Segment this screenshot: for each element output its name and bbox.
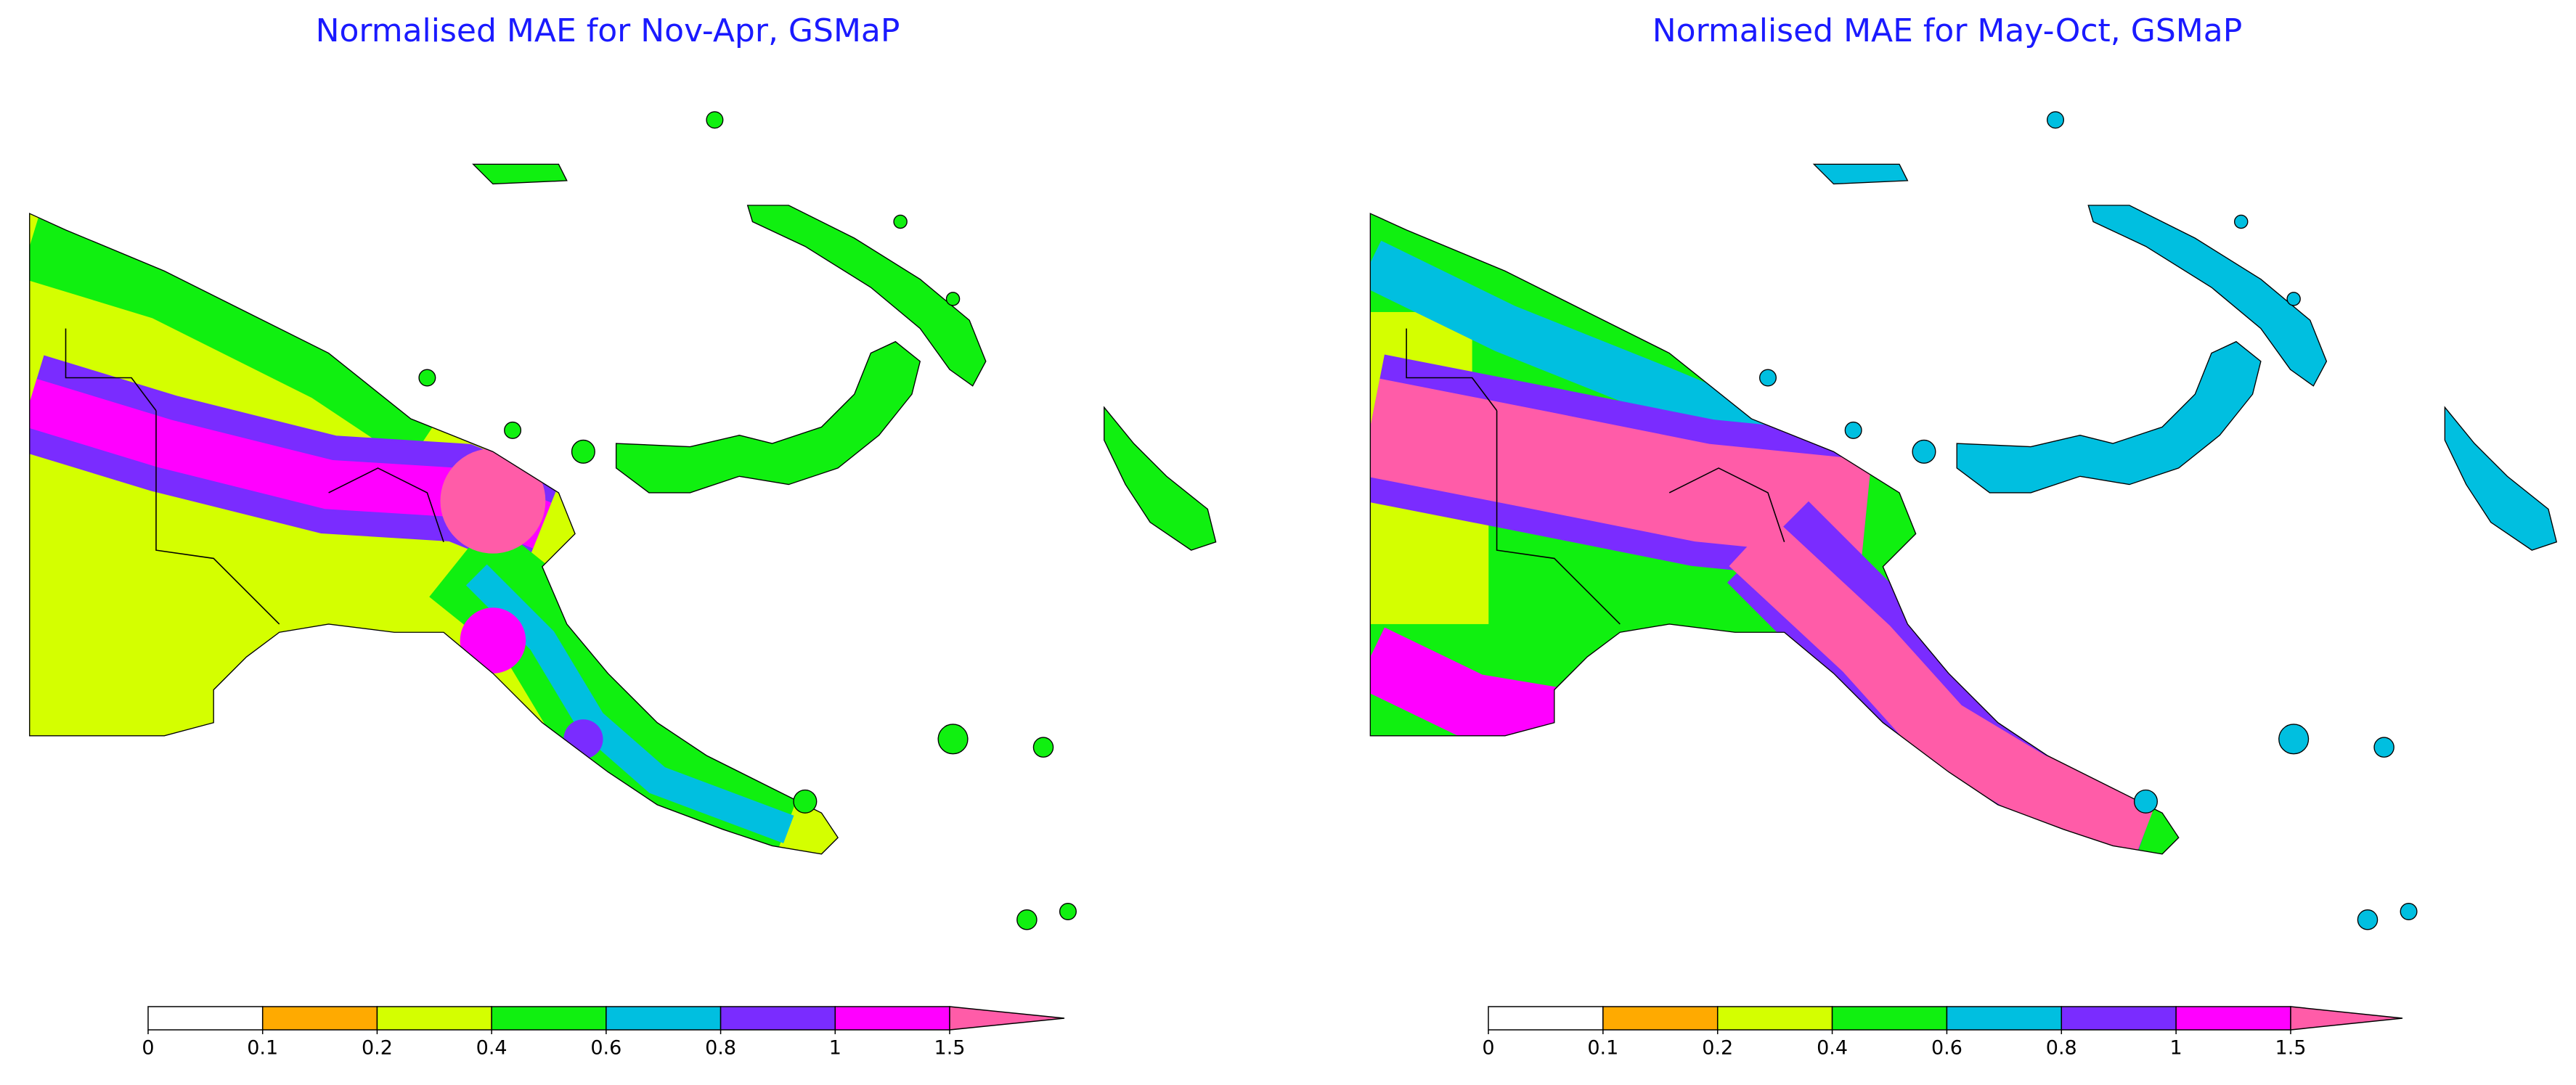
colorbar-segment	[834, 1006, 950, 1031]
tick-label: 0.8	[2046, 1037, 2077, 1060]
colorbar-extension	[949, 1006, 1065, 1031]
tick-label: 0.6	[590, 1037, 621, 1060]
colorbar-segment	[2061, 1006, 2177, 1031]
tick-label: 0	[1482, 1037, 1494, 1060]
tick-label: 0	[142, 1037, 154, 1060]
colorbar-segment	[1946, 1006, 2063, 1031]
tick-label: 0.8	[705, 1037, 736, 1060]
colorbar-segment	[1831, 1006, 1948, 1031]
panel-title: Normalised MAE for May-Oct, GSMaP	[1652, 12, 2243, 49]
colorbar-segment	[606, 1006, 722, 1031]
colorbar-segment	[261, 1006, 378, 1031]
tick-label: 1.5	[2275, 1037, 2307, 1060]
tick-label: 1	[2170, 1037, 2182, 1060]
colorbar-segment	[1602, 1006, 1719, 1031]
tick-label: 0.1	[247, 1037, 278, 1060]
colorbar-segment	[147, 1006, 264, 1031]
colorbar-segment	[1488, 1006, 1604, 1031]
tick-label: 0.4	[476, 1037, 508, 1060]
colorbar-extension	[2290, 1006, 2403, 1031]
colorbar-segment	[720, 1006, 836, 1031]
colorbar-segment	[2175, 1006, 2291, 1031]
colorbar-segment	[491, 1006, 607, 1031]
tick-label: 0.4	[1817, 1037, 1848, 1060]
tick-label: 0.2	[1702, 1037, 1733, 1060]
tick-label: 1	[829, 1037, 841, 1060]
tick-label: 0.1	[1587, 1037, 1618, 1060]
map-right	[1369, 110, 2558, 930]
map-left	[28, 110, 1217, 930]
tick-label: 0.2	[362, 1037, 393, 1060]
maps	[28, 110, 2558, 930]
colorbar-segment	[376, 1006, 492, 1031]
tick-label: 0.6	[1931, 1037, 1962, 1060]
colorbar-segment	[1716, 1006, 1833, 1031]
tick-label: 1.5	[934, 1037, 966, 1060]
panel-title: Normalised MAE for Nov-Apr, GSMaP	[316, 12, 900, 49]
